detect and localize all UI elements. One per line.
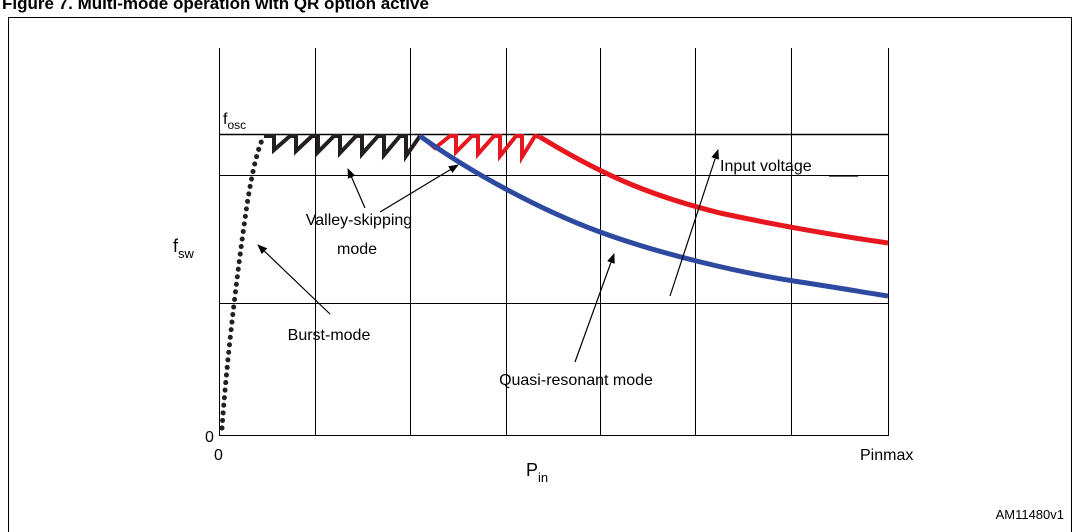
fosc-label: fosc — [223, 111, 246, 132]
figure-caption-strip: Figure 7. Multi-mode operation with QR o… — [0, 0, 1076, 14]
input-voltage-label: Input voltage — [720, 158, 812, 175]
y-origin-label: 0 — [205, 429, 214, 446]
burst-mode-curve — [219, 133, 267, 431]
valley-arrow-right — [379, 164, 459, 213]
figure-frame — [8, 17, 1072, 532]
pin-label: Pin — [526, 460, 548, 485]
quasi-resonant-curve — [418, 133, 889, 299]
x-origin-label: 0 — [214, 447, 223, 464]
burst-mode-label: Burst-mode — [288, 327, 371, 344]
quasi-resonant-arrow — [574, 253, 615, 363]
red-curve-decay — [538, 134, 889, 246]
grid-lines — [219, 48, 889, 436]
valley-skipping-sawtooth — [264, 134, 422, 163]
figure-caption: Figure 7. Multi-mode operation with QR o… — [2, 0, 429, 13]
quasi-resonant-label: Quasi-resonant mode — [499, 372, 653, 389]
figure-ref-id: AM11480v1 — [996, 507, 1064, 522]
burst-mode-arrow — [257, 244, 331, 315]
valley-arrow-left — [347, 168, 366, 209]
annotation-arrows — [257, 149, 858, 363]
fsw-label: fsw — [173, 236, 195, 261]
input-voltage-arrow — [669, 149, 719, 297]
valley-skipping-label-mode: mode — [337, 241, 377, 258]
red-curve-sawtooth — [418, 133, 541, 165]
valley-skipping-label: Valley-skipping — [306, 212, 412, 229]
x-max-label: Pinmax — [860, 447, 913, 464]
